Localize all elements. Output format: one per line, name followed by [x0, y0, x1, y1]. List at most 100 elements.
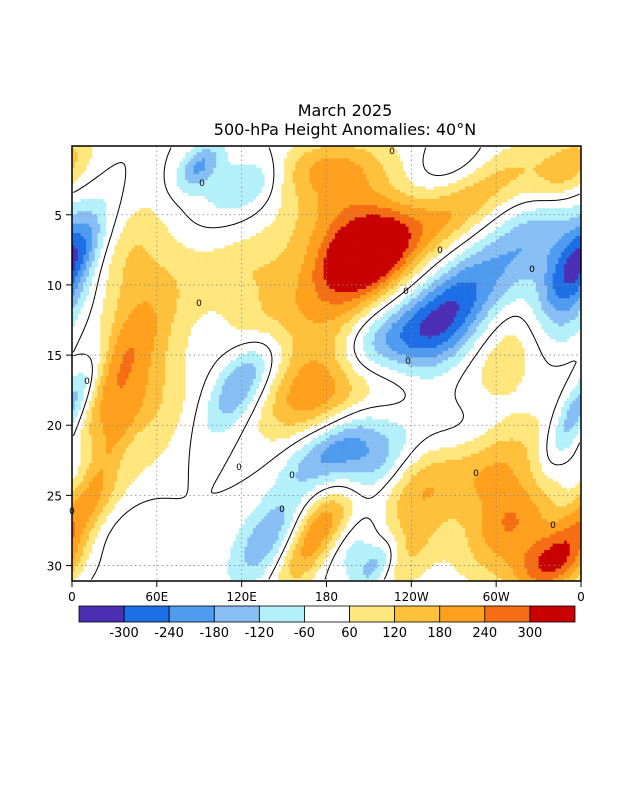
heatmap-cell [383, 161, 387, 165]
heatmap-cell [385, 186, 390, 190]
heatmap-cell [371, 214, 375, 218]
heatmap-cell [400, 195, 404, 200]
heatmap-cell [496, 267, 500, 271]
heatmap-cell [332, 260, 336, 265]
heatmap-cell [122, 267, 127, 271]
heatmap-cell [74, 233, 79, 237]
heatmap-cell [564, 217, 568, 221]
heatmap-cell [332, 173, 336, 178]
heatmap-cell [448, 236, 452, 240]
heatmap-cell [541, 245, 545, 249]
heatmap-cell [131, 242, 135, 246]
heatmap-cell [357, 220, 361, 225]
heatmap-cell [258, 251, 262, 256]
heatmap-cell [326, 146, 330, 150]
heatmap-cell [332, 226, 336, 231]
heatmap-cell [238, 245, 243, 249]
heatmap-cell [391, 217, 395, 221]
heatmap-cell [236, 260, 240, 265]
heatmap-cell [459, 214, 463, 218]
heatmap-cell [521, 189, 525, 193]
heatmap-cell [190, 267, 194, 271]
heatmap-cell [400, 201, 404, 206]
heatmap-cell [357, 186, 361, 190]
heatmap-cell [380, 164, 384, 169]
heatmap-cell [363, 177, 367, 181]
heatmap-cell [213, 180, 217, 184]
heatmap-cell [318, 161, 322, 165]
heatmap-cell [532, 248, 537, 252]
heatmap-cell [442, 245, 446, 249]
heatmap-cell [326, 180, 330, 184]
heatmap-cell [465, 180, 469, 184]
heatmap-cell [524, 260, 528, 265]
heatmap-cell [80, 155, 84, 159]
heatmap-cell [315, 146, 319, 150]
heatmap-cell [168, 242, 172, 246]
heatmap-cell [122, 257, 127, 262]
heatmap-cell [224, 195, 228, 200]
heatmap-cell [94, 260, 98, 265]
heatmap-cell [363, 226, 367, 231]
heatmap-cell [244, 167, 248, 172]
heatmap-cell [284, 251, 288, 256]
heatmap-cell [204, 146, 209, 150]
heatmap-cell [236, 242, 240, 246]
heatmap-cell [216, 264, 220, 268]
heatmap-cell [524, 180, 528, 184]
heatmap-cell [111, 260, 115, 265]
heatmap-cell [318, 245, 322, 249]
heatmap-cell [301, 161, 305, 165]
heatmap-cell [351, 173, 356, 178]
heatmap-cell [439, 198, 443, 203]
heatmap-cell [436, 251, 440, 256]
heatmap-cell [351, 177, 356, 181]
heatmap-cell [450, 220, 455, 225]
heatmap-cell [86, 251, 90, 256]
heatmap-cell [572, 173, 576, 178]
heatmap-cell [182, 254, 186, 259]
heatmap-cell [187, 254, 192, 259]
heatmap-cell [465, 183, 469, 187]
heatmap-cell [368, 236, 373, 240]
heatmap-cell [315, 254, 319, 259]
heatmap-cell [507, 226, 511, 231]
heatmap-cell [326, 211, 330, 215]
heatmap-cell [510, 186, 514, 190]
heatmap-cell [476, 170, 480, 175]
heatmap-cell [94, 208, 98, 212]
heatmap-cell [394, 177, 398, 181]
heatmap-cell [496, 195, 500, 200]
heatmap-cell [504, 173, 508, 178]
heatmap-cell [510, 173, 514, 178]
heatmap-cell [549, 229, 554, 234]
heatmap-cell [521, 177, 525, 181]
heatmap-cell [448, 223, 452, 228]
heatmap-cell [368, 226, 373, 231]
heatmap-cell [151, 245, 155, 249]
heatmap-cell [320, 208, 325, 212]
heatmap-cell [575, 155, 579, 159]
heatmap-cell [94, 254, 98, 259]
heatmap-cell [501, 264, 505, 268]
heatmap-cell [137, 236, 141, 240]
heatmap-cell [210, 152, 214, 156]
heatmap-cell [216, 152, 220, 156]
heatmap-cell [357, 226, 361, 231]
heatmap-cell [210, 192, 214, 197]
heatmap-cell [213, 167, 217, 172]
heatmap-cell [238, 177, 243, 181]
heatmap-cell [391, 177, 395, 181]
heatmap-cell [521, 186, 525, 190]
heatmap-cell [572, 264, 576, 268]
heatmap-cell [549, 264, 554, 268]
heatmap-cell [233, 195, 237, 200]
heatmap-cell [281, 186, 285, 190]
heatmap-cell [202, 183, 206, 187]
heatmap-cell [473, 257, 477, 262]
heatmap-cell [210, 170, 214, 175]
heatmap-cell [425, 251, 429, 256]
heatmap-cell [252, 164, 257, 169]
heatmap-cell [117, 245, 121, 249]
heatmap-cell [221, 201, 226, 206]
